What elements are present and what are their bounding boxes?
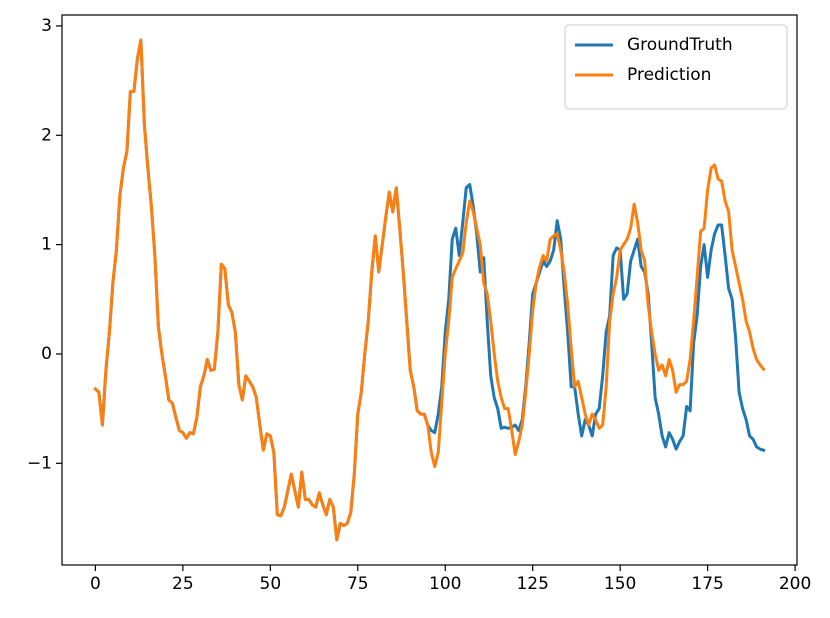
x-tick-label: 125 [516, 574, 548, 594]
legend-label: GroundTruth [627, 35, 733, 55]
x-tick-label: 0 [90, 574, 101, 594]
x-tick-label: 175 [691, 574, 723, 594]
legend-box [564, 24, 788, 110]
x-tick-label: 100 [429, 574, 461, 594]
x-tick-label: 25 [172, 574, 194, 594]
x-tick-label: 75 [347, 574, 369, 594]
x-tick-label: 50 [260, 574, 282, 594]
y-tick-label: 1 [41, 235, 52, 255]
line-series [93, 38, 766, 542]
legend: GroundTruth Prediction [564, 24, 788, 110]
y-tick-label: −1 [27, 453, 52, 473]
x-tick-label: 200 [779, 574, 811, 594]
y-tick-label: 2 [41, 125, 52, 145]
line-series [93, 38, 766, 542]
y-tick-label: 3 [41, 16, 52, 36]
x-tick-label: 150 [604, 574, 636, 594]
y-tick-label: 0 [41, 344, 52, 364]
legend-label: Prediction [627, 65, 711, 85]
plot-frame [61, 14, 798, 566]
